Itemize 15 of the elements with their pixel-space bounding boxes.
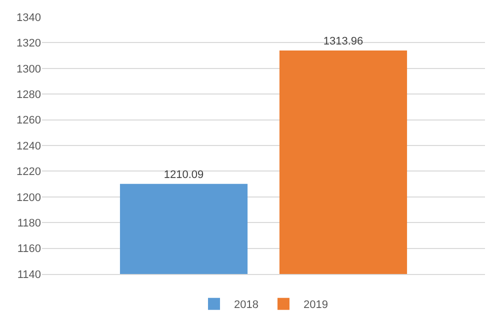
- y-tick-label: 1220: [16, 166, 41, 178]
- y-tick-label: 1240: [16, 140, 41, 152]
- data-label: 1210.09: [164, 168, 204, 181]
- data-label: 1313.96: [323, 35, 364, 48]
- y-tick-label: 1320: [16, 38, 41, 50]
- y-tick-label: 1140: [17, 268, 41, 281]
- y-tick-label: 1260: [16, 114, 41, 127]
- y-tick-label: 1280: [16, 88, 41, 101]
- legend-label: 2019: [303, 299, 328, 312]
- y-tick-label: 1200: [16, 192, 41, 204]
- legend-label: 2018: [234, 299, 258, 312]
- y-tick-label: 1340: [16, 12, 41, 24]
- y-tick-label: 1300: [16, 63, 41, 76]
- y-tick-label: 1160: [17, 243, 41, 256]
- y-tick-label: 1180: [17, 217, 41, 230]
